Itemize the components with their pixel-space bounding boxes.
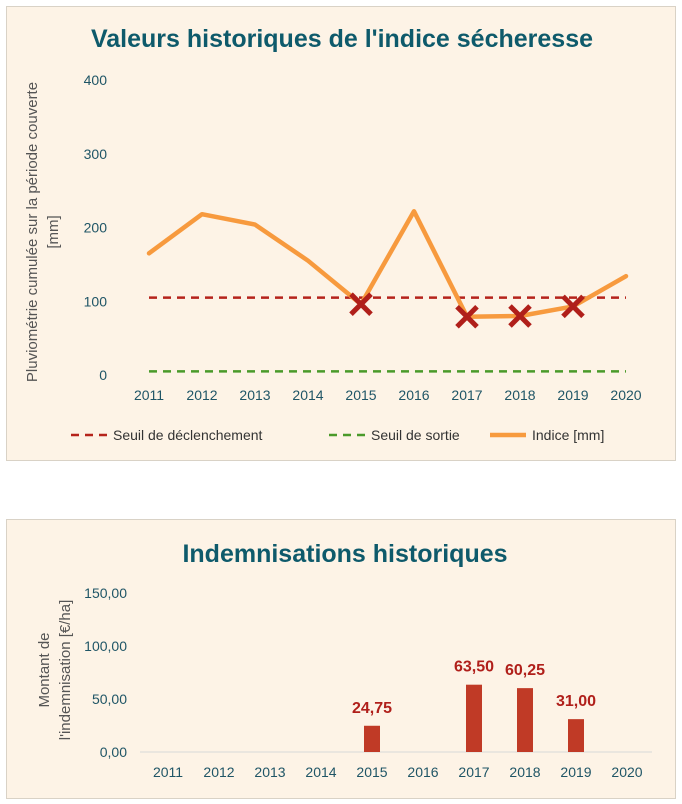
y-tick-label: 100,00 (84, 638, 127, 654)
x-tick-label: 2020 (610, 387, 641, 403)
legend-label-1: Seuil de sortie (371, 427, 460, 443)
x-tick-label: 2011 (153, 764, 183, 780)
x-tick-label: 2011 (134, 387, 164, 403)
y-tick-label: 150,00 (84, 585, 127, 601)
x-marker (455, 304, 479, 329)
y-tick-label: 0 (99, 367, 107, 383)
y-axis-title-line: Montant de (36, 632, 53, 707)
drought-index-chart: Valeurs historiques de l'indice sécheres… (24, 25, 642, 443)
x-tick-label: 2019 (560, 764, 591, 780)
y-tick-label: 300 (84, 146, 108, 162)
y-tick-label: 0,00 (100, 744, 127, 760)
x-tick-label: 2017 (458, 764, 489, 780)
x-tick-label: 2014 (292, 387, 323, 403)
x-tick-label: 2019 (557, 387, 588, 403)
bar-data-label: 63,50 (454, 659, 494, 676)
drought-index-chart-panel: Valeurs historiques de l'indice sécheres… (6, 6, 676, 461)
y-axis-title: Montant de l'indemnisation [€/ha] (36, 600, 74, 740)
y-tick-label: 50,00 (92, 691, 127, 707)
y-axis-title-line: [mm] (45, 215, 62, 248)
y-tick-label: 100 (84, 293, 108, 309)
x-marker (561, 294, 585, 319)
y-tick-label: 200 (84, 220, 108, 236)
x-tick-label: 2014 (305, 764, 336, 780)
x-tick-label: 2017 (451, 387, 482, 403)
x-marker (508, 304, 532, 328)
y-axis-title: Pluviométrie cumulée sur la période couv… (24, 82, 62, 382)
bar-2017 (466, 684, 482, 752)
x-tick-label: 2013 (239, 387, 270, 403)
x-tick-label: 2016 (398, 387, 429, 403)
x-marker-stroke (561, 294, 585, 319)
series-line-2 (146, 209, 629, 319)
legend-label-2: Indice [mm] (532, 427, 604, 443)
x-tick-label: 2018 (509, 764, 540, 780)
x-tick-label: 2012 (203, 764, 234, 780)
x-tick-label: 2018 (504, 387, 535, 403)
x-marker-stroke (349, 292, 373, 316)
y-tick-label: 400 (84, 72, 108, 88)
indemnity-chart: Indemnisations historiques 0,00 50,00 100,0… (36, 540, 652, 780)
x-tick-label: 2013 (254, 764, 285, 780)
bar-2015 (364, 725, 380, 752)
indemnity-chart-panel: Indemnisations historiques 0,00 50,00 100,0… (6, 519, 676, 799)
chart-title: Indemnisations historiques (182, 540, 507, 568)
x-tick-label: 2015 (356, 764, 387, 780)
x-marker-stroke (455, 304, 479, 329)
x-marker-stroke (508, 304, 532, 328)
y-axis-title-line: Pluviométrie cumulée sur la période couv… (24, 82, 41, 382)
x-tick-label: 2020 (611, 764, 642, 780)
x-tick-label: 2016 (407, 764, 438, 780)
x-marker (349, 292, 373, 316)
bar-data-label: 60,25 (505, 662, 545, 679)
x-tick-label: 2012 (186, 387, 217, 403)
chart-title: Valeurs historiques de l'indice sécheres… (91, 25, 593, 53)
bar-data-label: 24,75 (352, 700, 392, 717)
bar-data-label: 31,00 (556, 693, 596, 710)
legend-label-0: Seuil de déclenchement (113, 427, 263, 443)
y-axis-title-line: l'indemnisation [€/ha] (57, 600, 74, 740)
x-tick-label: 2015 (345, 387, 376, 403)
bar-2018 (517, 688, 533, 752)
bar-2019 (568, 719, 584, 752)
